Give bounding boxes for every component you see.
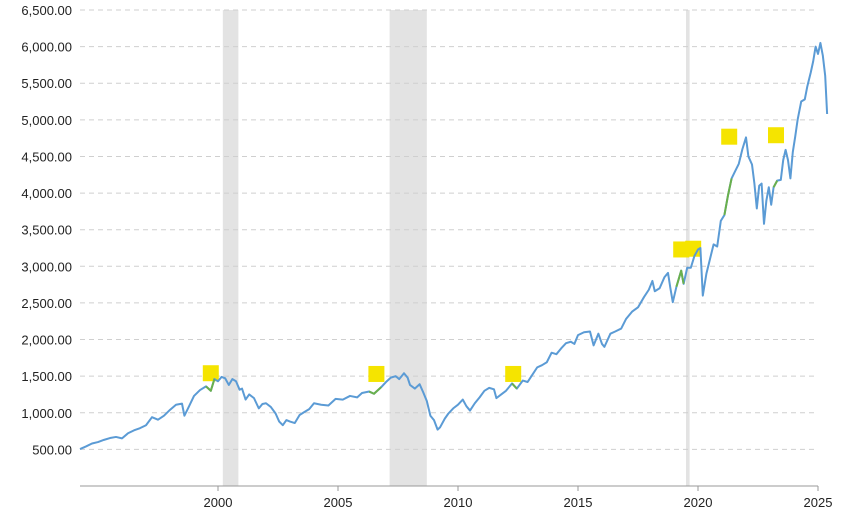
peak-markers [202,127,784,382]
peak-marker [202,365,219,382]
recession-bands [222,10,690,486]
y-tick-label: 2,000.00 [21,333,72,348]
y-tick-label: 4,500.00 [21,149,72,164]
y-tick-label: 6,000.00 [21,40,72,55]
x-tick-label: 2010 [444,495,473,507]
y-tick-label: 500.00 [32,442,72,457]
y-tick-label: 3,000.00 [21,259,72,274]
highlight-segment [675,269,685,288]
gridlines [80,9,818,450]
highlight-segment [368,386,382,395]
x-tick-label: 2025 [804,495,833,507]
highlight-segment [205,378,216,392]
highlight-segment [772,180,779,188]
highlight-segment [723,178,733,216]
peak-marker [368,365,385,382]
y-tick-label: 3,500.00 [21,223,72,238]
x-axis: 2000 2005 2010 2015 2020 2025 [80,485,833,507]
recession-band [222,10,239,486]
y-tick-label: 1,500.00 [21,369,72,384]
y-tick-label: 2,500.00 [21,296,72,311]
y-tick-label: 6,500.00 [21,3,72,18]
data-series [79,41,829,450]
recession-band [389,10,427,486]
peak-marker [768,127,784,144]
y-tick-label: 5,500.00 [21,76,72,91]
series-line [79,41,829,450]
y-tick-label: 5,000.00 [21,113,72,128]
y-axis: 500.00 1,000.00 1,500.00 2,000.00 2,500.00 3,… [21,3,72,457]
peak-marker [505,365,522,382]
x-tick-label: 2000 [204,495,233,507]
y-tick-label: 1,000.00 [21,406,72,421]
x-tick-label: 2015 [564,495,593,507]
x-tick-label: 2020 [684,495,713,507]
y-tick-label: 4,000.00 [21,186,72,201]
peak-marker [721,128,738,145]
highlight-segment [511,382,518,390]
x-tick-label: 2005 [324,495,353,507]
